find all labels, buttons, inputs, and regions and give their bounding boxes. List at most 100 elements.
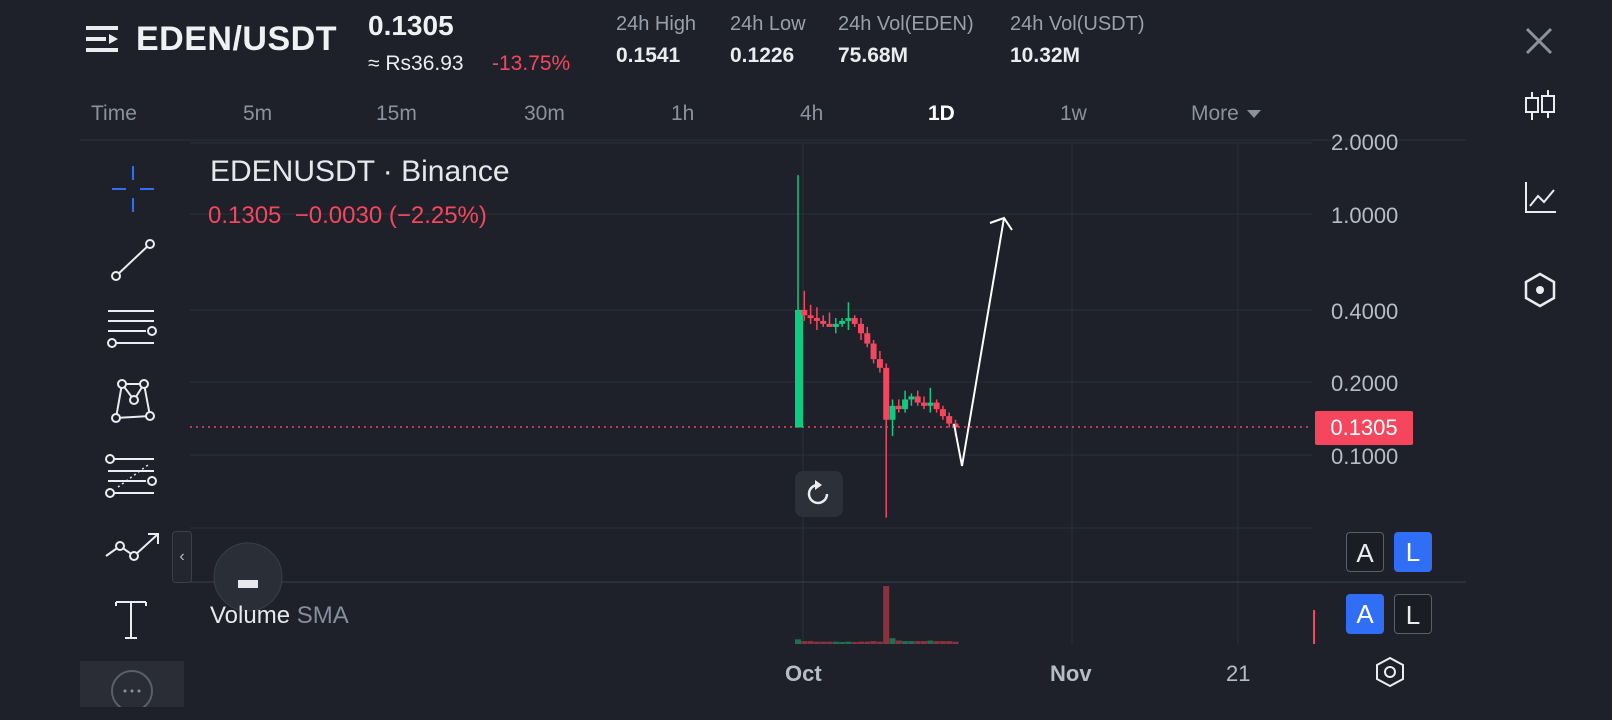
reset-chart-button[interactable] <box>795 471 843 517</box>
volume-bar <box>795 639 801 644</box>
volume-auto-scale-button[interactable]: A <box>1346 594 1384 634</box>
volume-bar <box>883 586 890 644</box>
candle-body <box>795 309 803 428</box>
volume-bar <box>826 641 833 644</box>
volume-bar <box>902 641 909 644</box>
price-change: -13.75% <box>492 52 571 75</box>
candle-body <box>801 309 808 316</box>
tab-more-label: More <box>1191 102 1239 125</box>
indicator-chart-icon <box>1525 182 1556 213</box>
auto-scale-button[interactable]: A <box>1346 532 1384 572</box>
tab-1w[interactable]: 1w <box>1060 102 1087 125</box>
hexagon-settings-icon <box>1524 272 1556 308</box>
volume-bar <box>895 640 902 644</box>
fib-tool[interactable] <box>104 453 162 503</box>
candle-body <box>839 320 846 324</box>
close-icon[interactable] <box>1522 24 1556 58</box>
last-price: 0.1305 <box>368 10 454 41</box>
volume-bar <box>832 641 839 644</box>
price-axis-label: 0.1000 <box>1331 444 1399 469</box>
volume-bar <box>933 641 940 644</box>
more-dots-icon <box>111 670 153 712</box>
reset-icon <box>807 480 829 505</box>
volume-log-scale-button[interactable]: L <box>1394 594 1432 634</box>
volume-bar <box>864 641 871 644</box>
candle-body <box>895 405 902 410</box>
volume-bar <box>921 641 927 644</box>
drawn-arrow <box>953 217 1005 467</box>
tab-1d[interactable]: 1D <box>928 102 955 125</box>
volume-bar <box>845 641 852 644</box>
stat-24h-low-value: 0.1226 <box>730 44 795 67</box>
candle-body <box>851 318 858 324</box>
price-axis-label: 1.0000 <box>1331 203 1399 228</box>
candle-body <box>807 315 814 319</box>
time-axis-label: Nov <box>1050 661 1092 686</box>
log-scale-button[interactable]: L <box>1394 532 1432 572</box>
pattern-icon <box>111 379 155 423</box>
tab-5m[interactable]: 5m <box>243 102 273 125</box>
volume-bar <box>820 641 827 644</box>
trend-line-tool[interactable] <box>104 236 162 286</box>
volume-bar <box>908 641 915 644</box>
tab-more[interactable]: More <box>1191 102 1261 126</box>
candle-body <box>933 402 940 410</box>
current-price-tag: 0.1305 <box>1315 411 1413 445</box>
volume-bar <box>876 641 883 644</box>
time-axis-label: 21 <box>1226 661 1251 686</box>
volume-bar <box>858 641 864 644</box>
collapse-toolbar-button[interactable]: ‹ <box>172 531 192 583</box>
hexagon-settings-icon <box>1376 656 1404 688</box>
volume-bar <box>914 641 921 644</box>
volume-bar <box>946 641 953 644</box>
stat-24h-low-label: 24h Low <box>730 13 806 35</box>
trend-line-icon <box>111 239 155 281</box>
candle-body <box>820 320 827 324</box>
bottom-settings-button[interactable] <box>1370 652 1410 692</box>
text-tool[interactable] <box>104 596 162 646</box>
tab-1h[interactable]: 1h <box>671 102 695 125</box>
chart-type-button[interactable] <box>1520 86 1560 126</box>
candle-body <box>902 399 909 410</box>
candle-body <box>883 367 890 420</box>
stat-vol-base-label: 24h Vol(EDEN) <box>838 13 974 35</box>
volume-bars-group <box>795 586 959 644</box>
candle-body <box>845 318 852 321</box>
candle-body <box>908 396 915 400</box>
crosshair-tool[interactable] <box>104 164 162 214</box>
tab-4h[interactable]: 4h <box>800 102 824 125</box>
pattern-tool[interactable] <box>104 378 162 428</box>
path-tool[interactable] <box>104 526 162 576</box>
path-icon <box>105 533 159 561</box>
pair-title[interactable]: EDEN/USDT <box>136 20 337 58</box>
volume-bar <box>952 641 959 644</box>
volume-bar <box>851 642 858 644</box>
crosshair-icon <box>112 166 154 212</box>
volume-bar <box>889 638 896 644</box>
time-axis-label: Oct <box>785 661 822 686</box>
candle-body <box>946 416 953 424</box>
candle-body <box>864 333 871 344</box>
menu-icon[interactable] <box>86 24 122 56</box>
arrow-head <box>989 216 1013 231</box>
tab-30m[interactable]: 30m <box>524 102 565 125</box>
more-tools-button[interactable] <box>80 661 184 712</box>
volume-bar <box>939 641 946 644</box>
stat-vol-quote-value: 10.32M <box>1010 44 1081 67</box>
tab-time[interactable]: Time <box>91 102 137 125</box>
chart-settings-button[interactable] <box>1520 270 1560 310</box>
fib-icon <box>105 454 157 498</box>
indicators-button[interactable] <box>1520 178 1560 218</box>
price-axis-label: 2.0000 <box>1331 130 1399 155</box>
candle-body <box>927 402 934 406</box>
candlestick-icon <box>1525 90 1555 120</box>
horizontal-lines-tool[interactable] <box>104 307 162 357</box>
volume-sma-label: SMA <box>296 602 349 629</box>
stat-vol-quote-label: 24h Vol(USDT) <box>1010 13 1145 35</box>
candle-body <box>813 318 820 321</box>
horizontal-lines-icon <box>107 310 157 348</box>
price-axis-label: 0.2000 <box>1331 371 1399 396</box>
tab-15m[interactable]: 15m <box>376 102 417 125</box>
stat-24h-high-label: 24h High <box>616 13 697 35</box>
